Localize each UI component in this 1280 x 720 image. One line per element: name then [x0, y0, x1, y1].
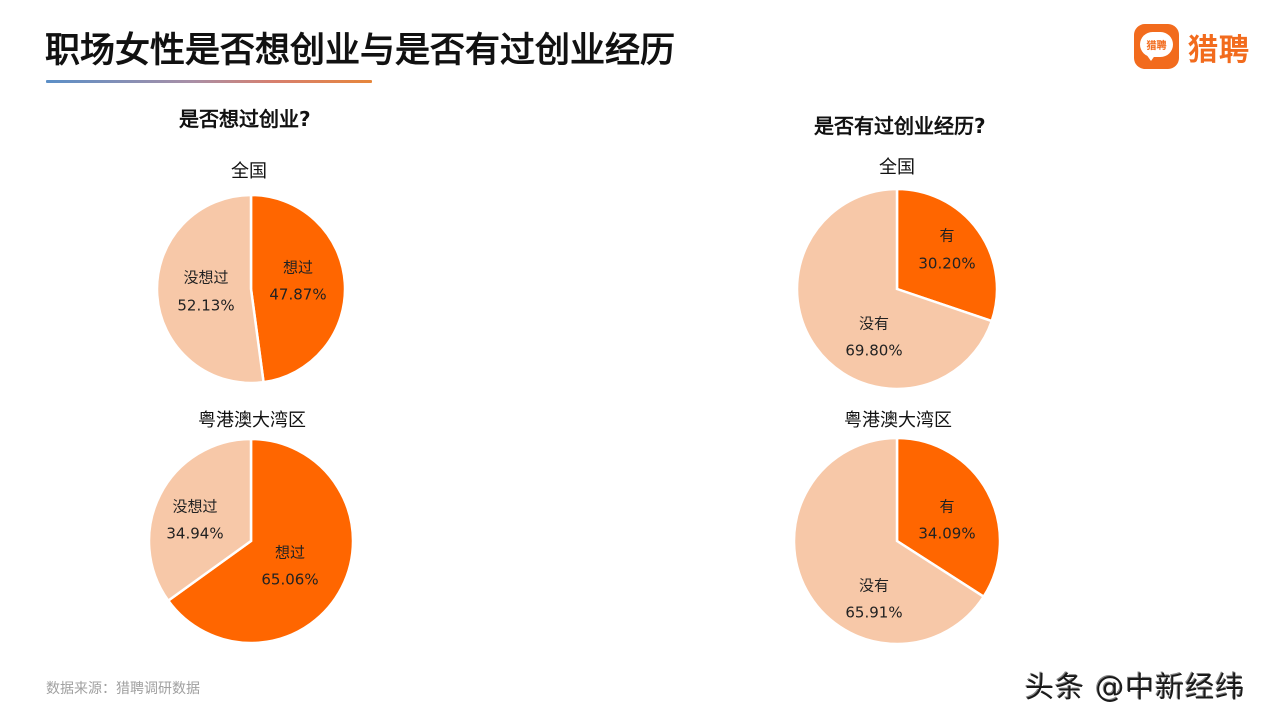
pie-subtitle: 全国 [879, 157, 915, 178]
pie-subtitle: 全国 [231, 161, 267, 182]
pie-subtitle: 粤港澳大湾区 [198, 410, 306, 431]
slice-category-label: 没有 [859, 315, 889, 333]
bubble-tail [1146, 54, 1156, 61]
logo-text: 猎聘 [1188, 32, 1250, 68]
pie-slice [895, 187, 999, 323]
slice-category-label: 没有 [859, 577, 889, 595]
title-underline-divider [46, 80, 372, 83]
pie-chart-national-want: 想过 47.87% 没想过 52.13% [155, 193, 347, 385]
logo-badge-text: 猎聘 [1140, 32, 1173, 57]
slice-percent-label: 34.09% [918, 525, 975, 543]
pie-chart-gba-want: 想过 65.06% 没想过 34.94% [147, 437, 355, 645]
pie-slice [155, 193, 265, 385]
data-source-note: 数据来源：猎聘调研数据 [46, 681, 200, 697]
pie-slice [792, 436, 986, 646]
pie-slice [795, 187, 994, 391]
slice-percent-label: 69.80% [845, 342, 902, 360]
pie-subtitle: 粤港澳大湾区 [844, 410, 952, 431]
slice-category-label: 想过 [283, 259, 313, 277]
pie-slice [249, 193, 347, 384]
pie-chart-national-experience: 有 30.20% 没有 69.80% [795, 187, 999, 391]
section-title-want: 是否想过创业? [179, 107, 311, 131]
slice-percent-label: 47.87% [269, 286, 326, 304]
brand-logo: 猎聘 猎聘 [1134, 24, 1250, 69]
slice-category-label: 没想过 [172, 498, 217, 516]
pie-slice [147, 437, 253, 603]
slice-percent-label: 65.91% [845, 604, 902, 622]
slice-percent-label: 65.06% [261, 571, 318, 589]
section-title-experience: 是否有过创业经历? [814, 114, 986, 138]
slice-category-label: 想过 [275, 544, 305, 562]
pie-chart-gba-experience: 有 34.09% 没有 65.91% [792, 436, 1002, 646]
pie-slice [166, 437, 355, 645]
slice-percent-label: 34.94% [166, 525, 223, 543]
slice-category-label: 有 [939, 227, 954, 245]
slice-category-label: 有 [939, 498, 954, 516]
slice-category-label: 没想过 [183, 269, 228, 287]
slice-percent-label: 30.20% [918, 255, 975, 273]
speech-bubble-icon: 猎聘 [1134, 24, 1179, 69]
watermark: 头条 @中新经纬 [1025, 670, 1246, 704]
slice-percent-label: 52.13% [177, 297, 234, 315]
page-title: 职场女性是否想创业与是否有过创业经历 [45, 31, 676, 71]
